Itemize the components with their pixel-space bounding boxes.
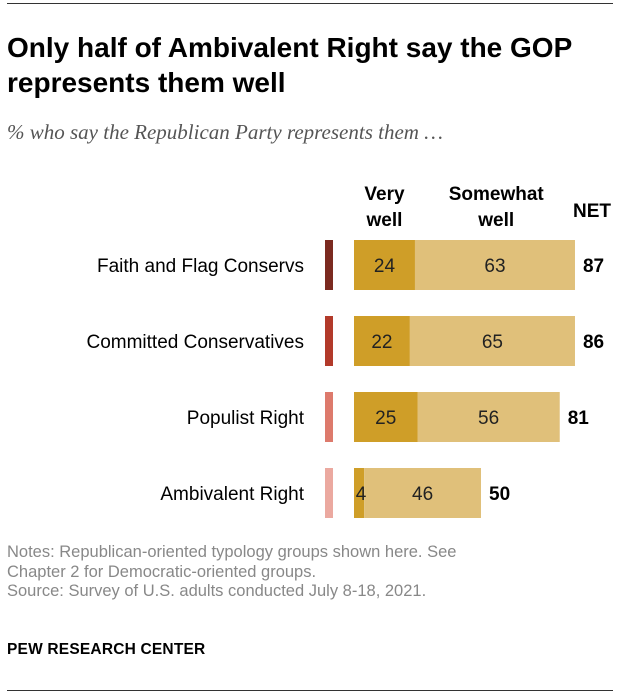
label-net: 81 xyxy=(568,408,590,429)
header-net: NET xyxy=(573,201,611,222)
chart-title: Only half of Ambivalent Right say the GO… xyxy=(7,32,572,98)
label-very-well: 25 xyxy=(375,408,396,429)
label-somewhat-well: 63 xyxy=(484,256,505,277)
notes: Notes: Republican-oriented typology grou… xyxy=(7,543,456,602)
category-label: Ambivalent Right xyxy=(160,484,304,505)
bar-very-well xyxy=(354,240,415,290)
bar-row: Populist Right 25 56 81 xyxy=(187,392,590,442)
chart-subtitle: % who say the Republican Party represent… xyxy=(7,120,443,144)
category-swatch xyxy=(325,468,333,518)
bar-very-well xyxy=(354,316,410,366)
bar-row: Faith and Flag Conservs 24 63 87 xyxy=(97,240,604,290)
header-somewhat-well: Somewhat well xyxy=(449,184,545,231)
bar-very-well xyxy=(354,468,365,518)
column-headers: Very well Somewhat well NET xyxy=(364,184,611,231)
label-net: 87 xyxy=(583,256,604,277)
bar-somewhat-well xyxy=(409,316,575,366)
bar-row: Ambivalent Right 4 46 50 xyxy=(160,468,510,518)
label-net: 50 xyxy=(489,484,510,505)
footer-brand: PEW RESEARCH CENTER xyxy=(7,641,206,658)
stacked-bar-chart: Very well Somewhat well NET Faith and Flag C… xyxy=(86,184,611,518)
bar-somewhat-well xyxy=(417,392,560,442)
label-very-well: 22 xyxy=(371,332,392,353)
category-swatch xyxy=(325,392,333,442)
label-somewhat-well: 56 xyxy=(478,408,499,429)
bottom-rule xyxy=(7,690,613,691)
label-somewhat-well: 65 xyxy=(482,332,503,353)
bar-row: Committed Conservatives 22 65 86 xyxy=(86,316,604,366)
category-label: Populist Right xyxy=(187,408,305,429)
label-very-well: 4 xyxy=(356,484,367,505)
category-label: Faith and Flag Conservs xyxy=(97,256,304,277)
notes-line-1: Notes: Republican-oriented typology grou… xyxy=(7,543,457,561)
source-line: Source: Survey of U.S. adults conducted … xyxy=(7,582,427,600)
category-label: Committed Conservatives xyxy=(86,332,304,353)
bar-very-well xyxy=(354,392,418,442)
label-somewhat-well: 46 xyxy=(412,484,433,505)
bar-somewhat-well xyxy=(364,468,481,518)
header-very-well: Very well xyxy=(364,184,405,231)
category-swatch xyxy=(325,316,333,366)
bar-somewhat-well xyxy=(414,240,575,290)
label-very-well: 24 xyxy=(374,256,396,277)
chart-rows: Faith and Flag Conservs 24 63 87 Committed C… xyxy=(86,240,604,518)
notes-line-2: Chapter 2 for Democratic-oriented groups… xyxy=(7,562,317,581)
top-rule xyxy=(7,3,613,4)
label-net: 86 xyxy=(583,332,604,353)
category-swatch xyxy=(325,240,333,290)
